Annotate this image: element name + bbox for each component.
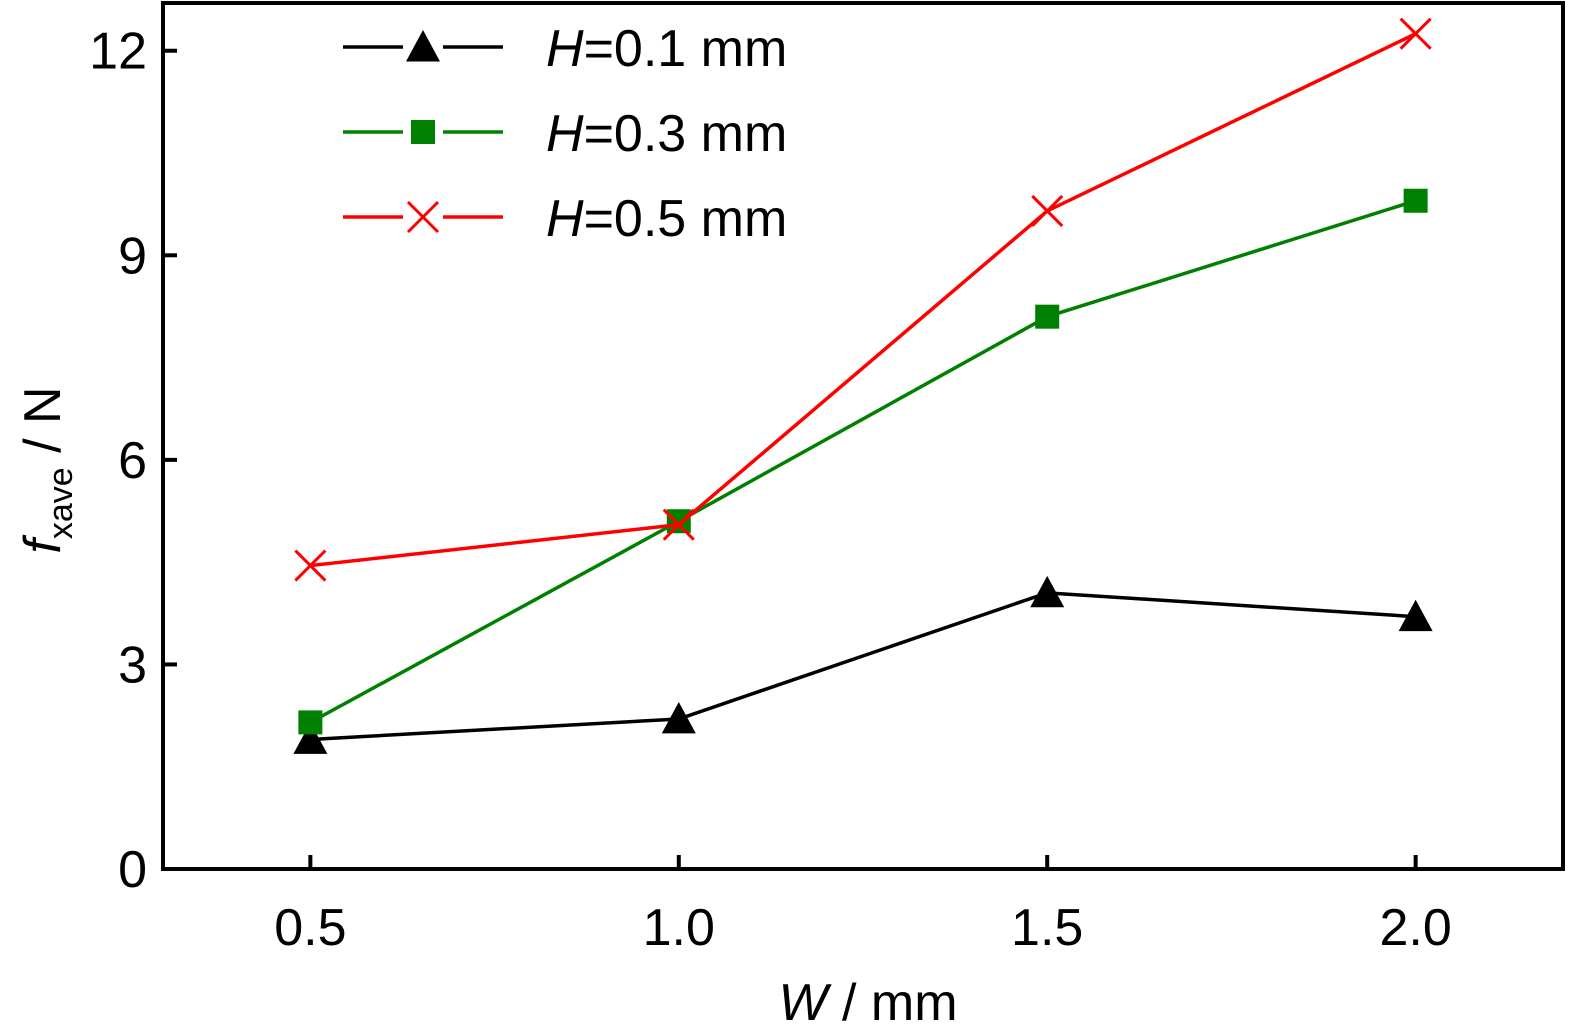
y-tick-label-3: 9 xyxy=(118,227,147,285)
series-2-point-3-stroke-b xyxy=(1399,17,1432,50)
x-tick-label-3: 2.0 xyxy=(1379,899,1451,957)
x-tick-label-0: 0.5 xyxy=(274,899,346,957)
series-2-point-0 xyxy=(294,549,327,582)
series-2-point-2 xyxy=(1031,194,1064,228)
series-0-point-0 xyxy=(293,722,328,754)
series-1-point-0 xyxy=(298,710,323,735)
series-1-point-1 xyxy=(666,509,691,534)
series-0-point-2 xyxy=(1030,575,1065,608)
series-2-point-3 xyxy=(1399,17,1432,50)
x-tick-label-2: 1.5 xyxy=(1011,899,1083,957)
series-2-point-2-stroke-b xyxy=(1031,194,1064,228)
plot-frame xyxy=(161,1,1565,871)
series-0-point-1 xyxy=(661,701,696,734)
y-tick-label-2: 6 xyxy=(118,432,147,490)
series-2-point-0-stroke-b xyxy=(294,549,327,582)
legend-marker-0 xyxy=(406,30,440,62)
series-1-point-3 xyxy=(1403,188,1428,213)
y-tick-label-1: 3 xyxy=(118,636,147,694)
series-line-1 xyxy=(309,199,1417,724)
legend-label-1: H=0.3 mm xyxy=(546,105,787,163)
series-2-point-1-stroke-b xyxy=(662,508,695,541)
y-tick-label-0: 0 xyxy=(118,841,147,899)
series-1-point-2 xyxy=(1035,304,1060,329)
series-layer xyxy=(293,17,1433,754)
series-line-2 xyxy=(310,32,1417,568)
legend-label-0: H=0.1 mm xyxy=(546,20,787,78)
axis-ticks: 0 3 6 9 12 0.5 1.0 1.5 2.0 xyxy=(89,23,1452,957)
legend-marker-1 xyxy=(411,120,435,144)
x-axis-label: W / mm xyxy=(778,974,957,1029)
y-axis-label: fxave / N xyxy=(14,386,80,553)
legend-marker-2 xyxy=(406,200,440,234)
legend-marker-2-stroke-b xyxy=(406,200,440,234)
legend: H=0.1 mm H=0.3 mm H=0.5 mm xyxy=(343,20,787,248)
y-tick-label-4: 12 xyxy=(89,23,147,81)
series-line-0 xyxy=(310,591,1416,742)
series-0-point-3 xyxy=(1398,599,1433,632)
series-2-point-1 xyxy=(662,508,695,541)
legend-label-2: H=0.5 mm xyxy=(546,190,787,248)
x-tick-label-1: 1.0 xyxy=(643,899,715,957)
